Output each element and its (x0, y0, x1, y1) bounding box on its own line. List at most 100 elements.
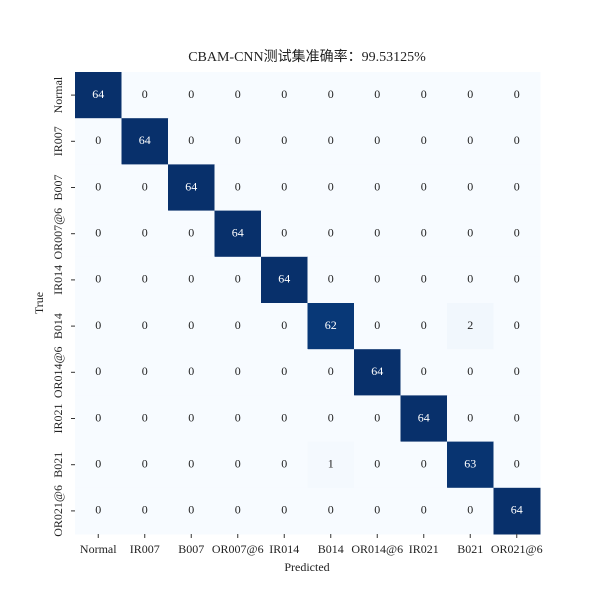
cell-label: 64 (418, 410, 430, 424)
heatmap-cell (447, 441, 494, 489)
cell-label: 0 (467, 225, 473, 239)
cell-label: 0 (467, 272, 473, 286)
heatmap-cell (354, 210, 401, 258)
heatmap-cell (400, 303, 448, 350)
cell-label: 0 (514, 133, 520, 147)
cell-label: 0 (514, 179, 520, 193)
cell-label: 0 (188, 456, 194, 470)
heatmap-cell (168, 487, 215, 535)
heatmap-cell (261, 72, 308, 119)
cell-label: 0 (235, 179, 241, 193)
cell-label: 64 (511, 503, 523, 517)
heatmap-cell (307, 164, 355, 212)
cell-label: 0 (514, 272, 520, 286)
cell-label: 0 (235, 410, 241, 424)
heatmap-cell (354, 256, 401, 304)
cell-label: 0 (95, 410, 101, 424)
y-axis-label: True (32, 292, 46, 314)
y-tick-label: IR021 (51, 404, 65, 434)
heatmap-cell (354, 118, 401, 165)
heatmap-cell (307, 72, 355, 119)
cell-label: 64 (139, 133, 151, 147)
cell-label: 0 (95, 272, 101, 286)
heatmap-cell (354, 487, 401, 535)
cell-label: 0 (142, 272, 148, 286)
y-tick-label: IR014 (51, 265, 65, 295)
cell-label: 0 (374, 87, 380, 101)
cell-label: 0 (142, 364, 148, 378)
heatmap-cell (168, 395, 215, 443)
heatmap-cell (261, 303, 308, 350)
heatmap-cell (447, 303, 494, 350)
cell-label: 2 (467, 318, 473, 332)
cell-label: 0 (142, 318, 148, 332)
cell-label: 0 (467, 87, 473, 101)
heatmap-cell (75, 303, 122, 350)
cell-label: 0 (421, 318, 427, 332)
heatmap-cell (493, 303, 541, 350)
cell-label: 0 (142, 410, 148, 424)
cell-label: 64 (92, 87, 104, 101)
cell-label: 0 (514, 364, 520, 378)
cell-label: 0 (421, 364, 427, 378)
cell-label: 0 (142, 225, 148, 239)
heatmap-cell (168, 441, 215, 489)
heatmap-cell (214, 395, 262, 443)
heatmap-cell (121, 164, 169, 212)
y-tick-label: B021 (51, 452, 65, 478)
heatmap-cell (261, 210, 308, 258)
y-tick-label: OR007@6 (51, 208, 65, 260)
heatmap-cell (121, 441, 169, 489)
cell-label: 0 (142, 456, 148, 470)
heatmap-cell (447, 256, 494, 304)
heatmap-cell (121, 72, 169, 119)
heatmap-cell (493, 210, 541, 258)
cell-label: 0 (188, 87, 194, 101)
heatmap-cell (307, 303, 355, 350)
heatmap-cell (214, 487, 262, 535)
heatmap-cell (354, 72, 401, 119)
heatmap-cell (493, 72, 541, 119)
cell-label: 62 (325, 318, 337, 332)
heatmap-cell (400, 256, 448, 304)
heatmap-cell (400, 395, 448, 443)
heatmap-cell (75, 256, 122, 304)
heatmap-cell (447, 349, 494, 396)
heatmap-cell (400, 210, 448, 258)
cell-label: 0 (281, 456, 287, 470)
cell-label: 0 (374, 179, 380, 193)
cell-label: 0 (328, 364, 334, 378)
cell-label: 0 (328, 272, 334, 286)
cell-label: 0 (328, 87, 334, 101)
cell-label: 0 (188, 225, 194, 239)
heatmap-cell (400, 487, 448, 535)
cell-label: 0 (421, 87, 427, 101)
heatmap-cell (168, 256, 215, 304)
x-tick-label: OR021@6 (491, 542, 543, 556)
cell-label: 0 (421, 272, 427, 286)
heatmap-cell (261, 395, 308, 443)
heatmap-cell (307, 441, 355, 489)
heatmap-cell (168, 118, 215, 165)
heatmap-cell (493, 256, 541, 304)
cell-label: 0 (142, 87, 148, 101)
heatmap-cell (307, 487, 355, 535)
heatmap-cell (75, 72, 122, 119)
y-tick-label: IR007 (51, 126, 65, 156)
heatmap-cell (261, 349, 308, 396)
cell-label: 0 (281, 133, 287, 147)
cell-label: 0 (281, 318, 287, 332)
heatmap-cell (493, 118, 541, 165)
x-tick-label: IR014 (269, 542, 299, 556)
heatmap-cell (400, 349, 448, 396)
cell-label: 0 (188, 272, 194, 286)
cell-label: 0 (188, 318, 194, 332)
heatmap-cell (354, 303, 401, 350)
heatmap-cell (214, 164, 262, 212)
heatmap-cell (214, 118, 262, 165)
cell-label: 0 (281, 179, 287, 193)
cell-label: 0 (374, 456, 380, 470)
cell-label: 0 (95, 364, 101, 378)
x-tick-label: B021 (457, 542, 483, 556)
heatmap-cell (261, 487, 308, 535)
